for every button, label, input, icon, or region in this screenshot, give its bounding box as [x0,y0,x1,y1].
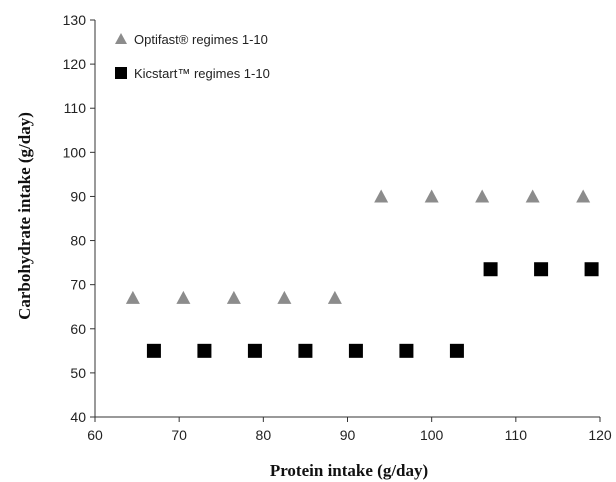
x-tick-label: 110 [505,427,528,443]
data-point-optifast [226,290,241,304]
y-tick-label: 130 [63,12,87,28]
y-tick-label: 50 [70,365,86,381]
data-point-kicstart [534,262,549,277]
legend-marker-optifast [115,33,127,44]
y-ticks: 40 50 60 70 80 90 100 110 120 130 [63,12,95,425]
x-tick-label: 120 [588,427,612,443]
y-tick-label: 80 [70,233,86,249]
data-point-kicstart [298,343,313,358]
legend-label-kicstart: Kicstart™ regimes 1-10 [134,66,270,81]
data-point-optifast [277,290,292,304]
data-point-optifast [125,290,140,304]
data-point-kicstart [584,262,599,277]
x-tick-label: 80 [256,427,272,443]
data-point-optifast [327,290,342,304]
y-tick-label: 60 [70,321,86,337]
y-tick-label: 120 [63,56,87,72]
data-point-kicstart [146,343,161,358]
x-tick-label: 90 [340,427,356,443]
legend: Optifast® regimes 1-10 Kicstart™ regimes… [115,32,270,81]
data-point-optifast [374,189,389,203]
data-point-optifast [525,189,540,203]
y-tick-label: 70 [70,277,86,293]
legend-marker-kicstart [115,67,127,79]
data-point-optifast [424,189,439,203]
data-point-kicstart [449,343,464,358]
y-tick-label: 110 [64,100,87,116]
data-point-kicstart [399,343,414,358]
data-point-optifast [475,189,490,203]
x-ticks: 60 70 80 90 100 110 120 [87,417,612,443]
y-axis-title: Carbohydrate intake (g/day) [15,112,34,320]
y-tick-label: 100 [63,144,87,160]
x-tick-label: 60 [87,427,103,443]
data-point-kicstart [348,343,363,358]
legend-label-optifast: Optifast® regimes 1-10 [134,32,268,47]
x-axis-title: Protein intake (g/day) [270,461,428,480]
x-tick-label: 100 [420,427,444,443]
data-point-kicstart [247,343,262,358]
x-tick-label: 70 [171,427,187,443]
data-point-optifast [176,290,191,304]
y-tick-label: 90 [70,188,86,204]
y-tick-label: 40 [70,409,86,425]
data-points [125,189,599,358]
data-point-kicstart [197,343,212,358]
data-point-kicstart [483,262,498,277]
data-point-optifast [576,189,591,203]
